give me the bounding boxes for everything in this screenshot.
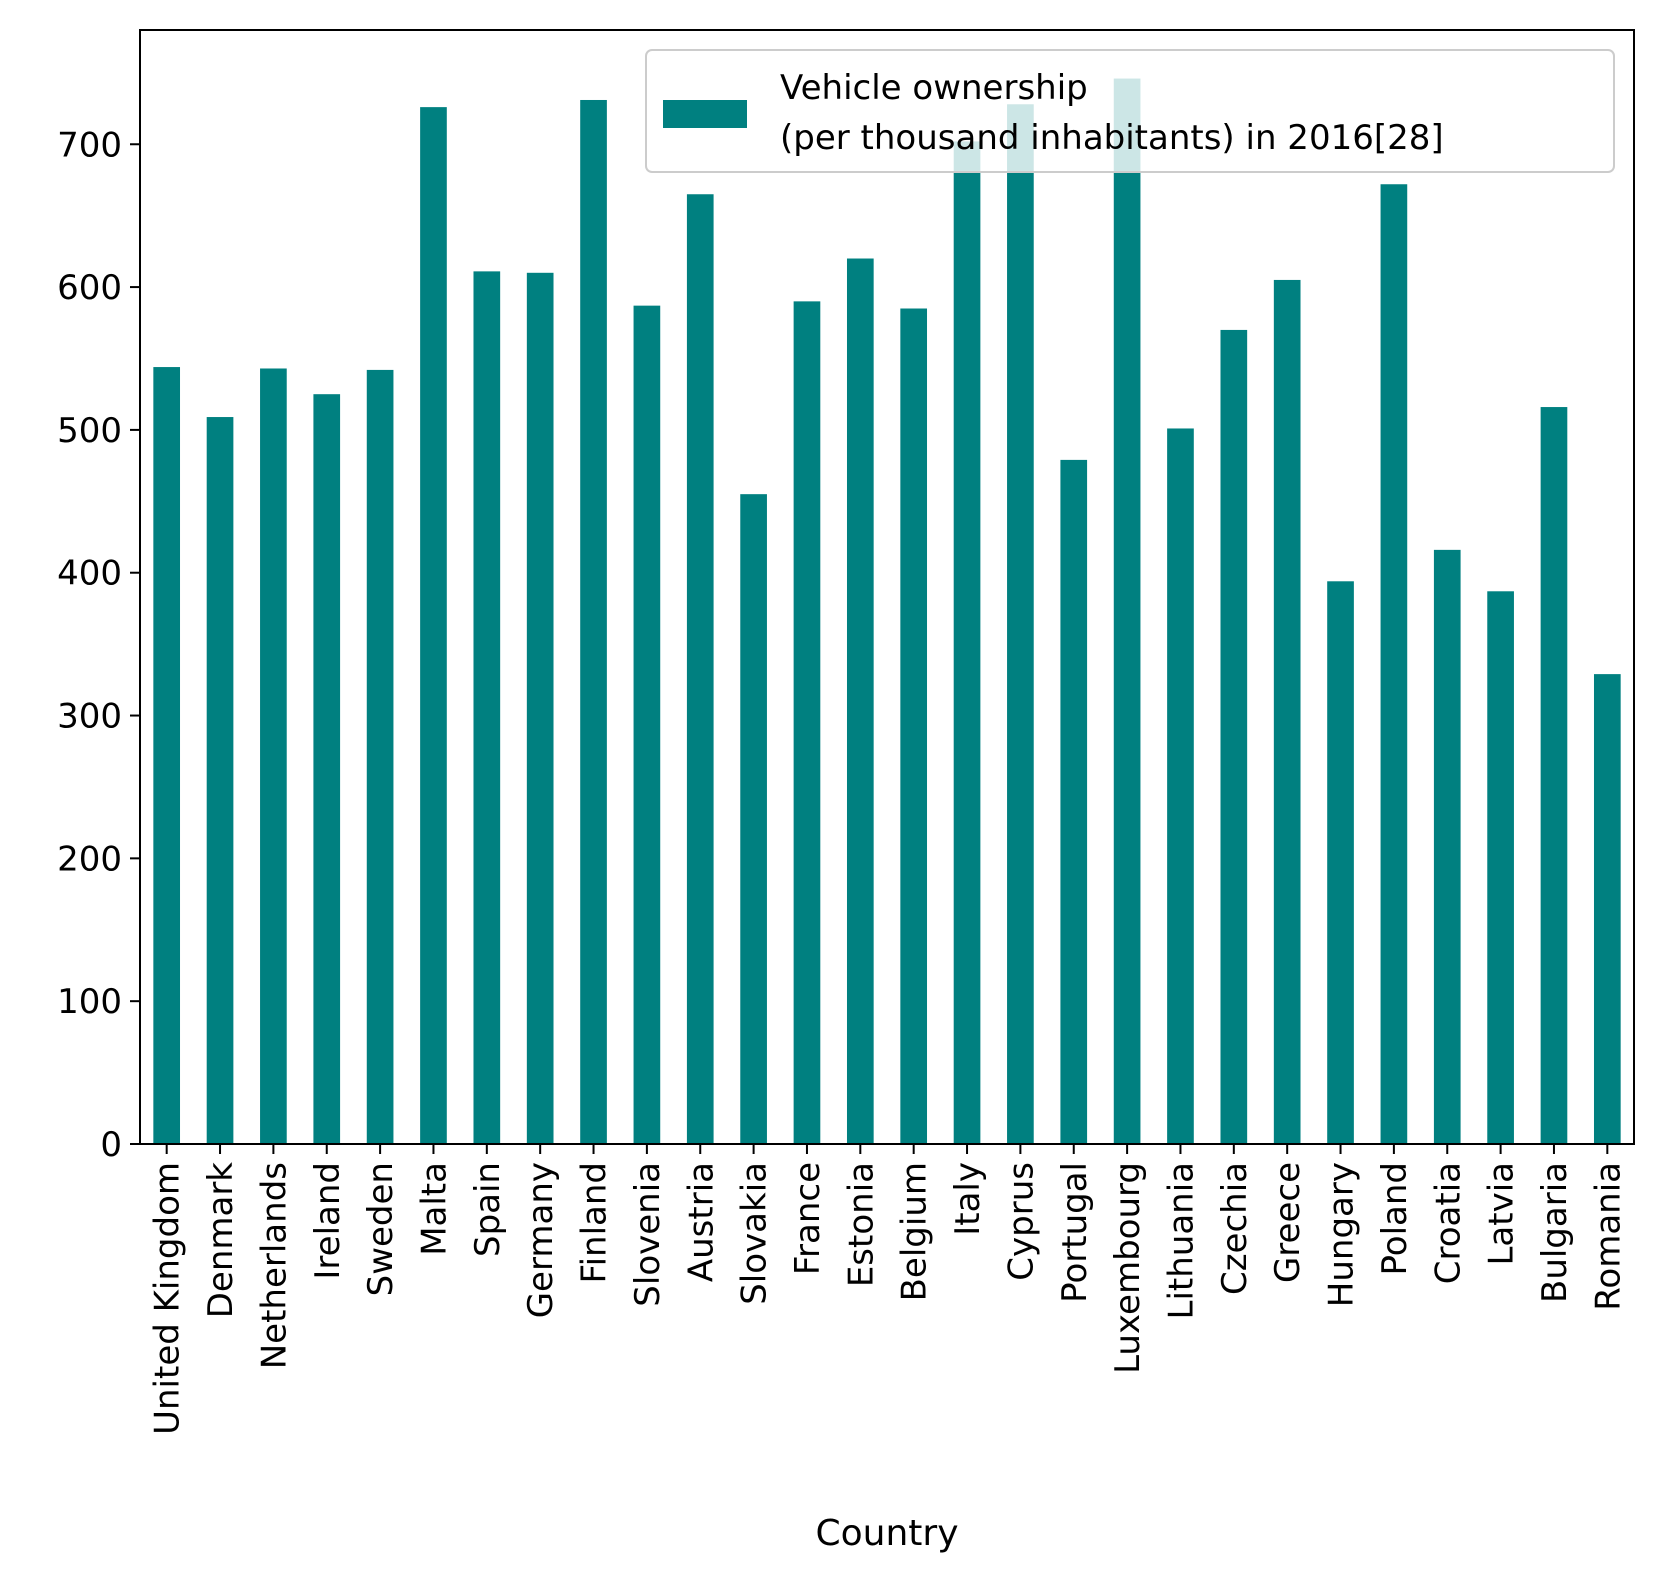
x-tick-label: Portugal (1055, 1162, 1095, 1303)
bar-netherlands (260, 368, 287, 1144)
x-tick-label: Slovakia (735, 1162, 775, 1305)
bar-portugal (1060, 459, 1088, 1144)
bar-belgium (900, 308, 928, 1144)
y-tick-label: 500 (57, 411, 122, 451)
bar-latvia (1487, 591, 1514, 1144)
x-tick-label: Italy (948, 1162, 988, 1236)
plot-frame (139, 29, 1635, 1145)
y-tick-label: 300 (57, 697, 122, 737)
legend-box (645, 49, 1615, 173)
x-tick-label: Estonia (841, 1162, 881, 1287)
legend-swatch (663, 100, 747, 128)
legend-label-line: Vehicle ownership (780, 68, 1088, 108)
x-tick-label: Slovenia (628, 1162, 668, 1307)
bar-germany (526, 272, 554, 1144)
y-tick-label: 0 (100, 1125, 122, 1165)
bar-bulgaria (1540, 407, 1568, 1144)
x-tick-label: Ireland (308, 1162, 348, 1280)
y-tick-label: 100 (57, 982, 122, 1022)
x-tick-label: Croatia (1428, 1162, 1468, 1284)
bar-austria (686, 194, 714, 1144)
x-tick-label: Sweden (361, 1162, 401, 1296)
x-tick-label: Poland (1375, 1162, 1415, 1276)
x-tick-label: Bulgaria (1535, 1162, 1575, 1303)
x-tick-label: Austria (681, 1162, 721, 1282)
x-tick-label: Romania (1588, 1162, 1628, 1311)
legend-label-line: (per thousand inhabitants) in 2016[28] (780, 118, 1444, 158)
x-tick-label: Spain (468, 1162, 508, 1257)
bar-slovakia (740, 494, 767, 1145)
bar-finland (580, 99, 607, 1144)
bar-italy (953, 141, 981, 1144)
y-tick-label: 600 (57, 268, 122, 308)
bar-spain (473, 271, 501, 1144)
x-tick-label: Malta (414, 1162, 454, 1256)
x-axis: United Kingdom Denmark Netherlands Ireland S… (148, 1144, 1628, 1435)
x-tick-label: Hungary (1322, 1162, 1362, 1307)
x-tick-label: France (788, 1162, 828, 1275)
bar-ireland (313, 394, 341, 1144)
x-tick-label: United Kingdom (148, 1162, 188, 1435)
bar-malta (420, 107, 447, 1145)
bars-group (153, 78, 1621, 1145)
x-tick-label: Belgium (895, 1162, 935, 1301)
x-tick-label: Czechia (1215, 1162, 1255, 1295)
bar-united-kingdom (153, 367, 181, 1144)
x-tick-label: Netherlands (254, 1162, 294, 1369)
x-axis-label: Country (815, 1513, 958, 1554)
legend: Vehicle ownership (per thousand inhabitan… (645, 49, 1615, 173)
bar-croatia (1433, 549, 1461, 1144)
bar-lithuania (1167, 428, 1194, 1144)
x-tick-label: Greece (1268, 1162, 1308, 1283)
bar-greece (1273, 279, 1301, 1144)
bar-hungary (1327, 581, 1354, 1144)
bar-romania (1593, 674, 1621, 1144)
y-tick-label: 200 (57, 839, 122, 879)
legend-label: Vehicle ownership (per thousand inhabitan… (780, 68, 1444, 158)
x-tick-label: Cyprus (1001, 1162, 1041, 1281)
x-tick-label: Germany (521, 1162, 561, 1318)
x-tick-label: Latvia (1482, 1162, 1522, 1266)
bar-luxembourg (1113, 78, 1141, 1145)
y-axis: 0 100 200 300 400 500 600 700 (57, 125, 140, 1165)
x-tick-label: Finland (575, 1162, 615, 1284)
bar-denmark (206, 417, 234, 1144)
bar-cyprus (1007, 104, 1034, 1144)
x-tick-label: Lithuania (1161, 1162, 1201, 1319)
x-tick-label: Denmark (201, 1162, 241, 1319)
bar-france (793, 301, 821, 1144)
bar-poland (1380, 184, 1408, 1144)
bar-slovenia (633, 305, 661, 1145)
bar-estonia (846, 258, 874, 1144)
bar-czechia (1220, 329, 1248, 1144)
bar-sweden (366, 369, 394, 1144)
y-tick-label: 700 (57, 125, 122, 165)
y-tick-label: 400 (57, 554, 122, 594)
x-tick-label: Luxembourg (1108, 1162, 1148, 1374)
